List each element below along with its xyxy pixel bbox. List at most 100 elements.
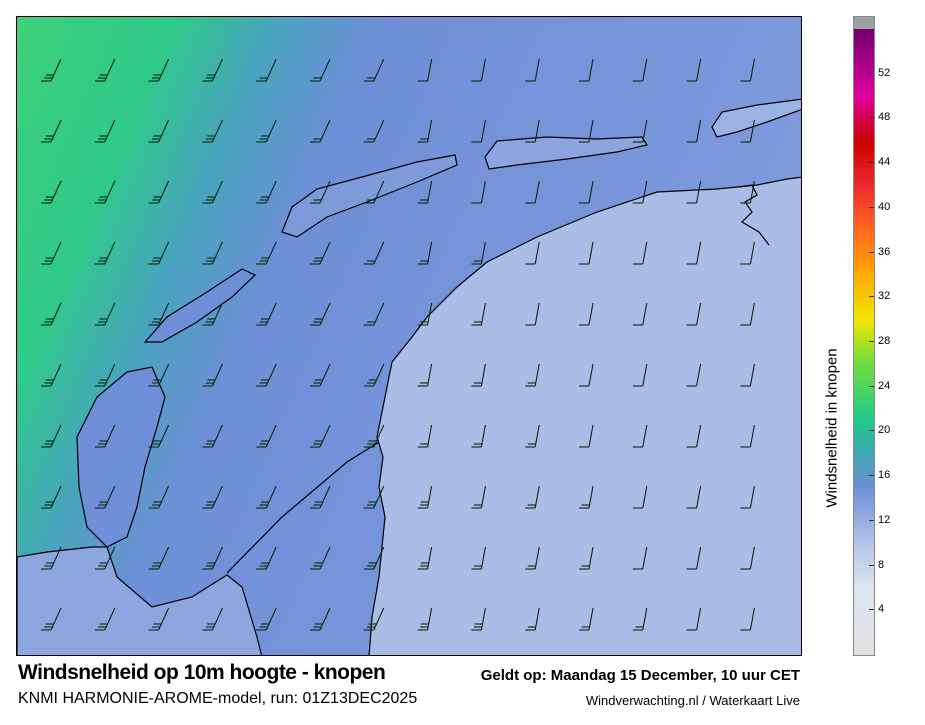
wind-barb [148, 607, 170, 631]
island-terschelling [281, 154, 458, 238]
wind-barb [363, 180, 385, 204]
wind-barb [632, 546, 648, 570]
island-schiermonnikoog [711, 98, 801, 138]
wind-barb [363, 485, 385, 509]
wind-barb [632, 180, 648, 204]
wind-barb [740, 119, 755, 143]
colorbar-label: Windsnelheid in knopen [823, 348, 841, 508]
wind-barb [579, 302, 594, 326]
wind-barb [94, 546, 116, 570]
tick-label: 36 [878, 245, 891, 258]
wind-barb [94, 180, 116, 204]
wind-barb [686, 546, 702, 570]
wind-barb [256, 424, 277, 448]
wind-barb [94, 363, 116, 387]
wind-barb [41, 424, 62, 448]
wind-barb [579, 363, 594, 387]
wind-barb [632, 119, 648, 143]
wind-barb [363, 546, 385, 570]
wind-barb [471, 58, 486, 82]
wind-barb [202, 241, 223, 265]
wind-barb [525, 363, 540, 387]
wind-barb [579, 119, 594, 143]
wind-barb [525, 58, 540, 82]
wind-barb [740, 302, 755, 326]
wind-barb [148, 485, 170, 509]
wind-barb [202, 58, 223, 82]
wind-barb [471, 119, 486, 143]
wind-barb [686, 363, 702, 387]
wind-barb [471, 607, 486, 631]
wind-barb [148, 546, 170, 570]
wind-barb [256, 546, 277, 570]
tick-label: 8 [878, 558, 885, 571]
wind-barb [94, 424, 116, 448]
tick-label: 28 [878, 335, 891, 347]
wind-barb [41, 58, 62, 82]
tick-label: 4 [878, 603, 885, 616]
wind-barb [579, 180, 594, 204]
wind-barb [740, 546, 755, 570]
colorbar [853, 16, 875, 656]
wind-barb [202, 546, 223, 570]
colorbar-tick: 24 [868, 380, 890, 392]
wind-barb [686, 241, 702, 265]
wind-barb [686, 119, 702, 143]
colorbar-tick: 4 [868, 603, 885, 616]
wind-barb [202, 424, 223, 448]
wind-barb [525, 119, 540, 143]
wind-barb [686, 58, 702, 82]
wind-barb [417, 424, 433, 448]
wind-barb [94, 607, 116, 631]
wind-barb [256, 180, 277, 204]
wind-barb [148, 180, 170, 204]
wind-barb [310, 546, 331, 570]
colorbar-tick: 20 [868, 424, 891, 437]
wind-barb [579, 546, 594, 570]
wind-barb [310, 607, 331, 631]
tick-label: 52 [878, 66, 891, 79]
wind-barb [471, 302, 486, 326]
wind-barb [471, 485, 486, 509]
wind-barbs [41, 58, 755, 631]
wind-barb [471, 180, 486, 204]
wind-barb [417, 546, 433, 570]
tick-label: 32 [878, 290, 891, 303]
island-vlieland [143, 268, 257, 343]
model-run: KNMI HARMONIE-AROME-model, run: 01Z13DEC… [18, 690, 418, 707]
wind-barb [256, 485, 277, 509]
wind-barb [256, 119, 277, 143]
wind-barb [41, 363, 62, 387]
wind-barb [579, 607, 594, 631]
wind-barb [632, 58, 648, 82]
wind-barb [202, 363, 223, 387]
wind-barb [632, 241, 648, 265]
wind-barb [740, 180, 755, 204]
wind-barb [471, 241, 486, 265]
wind-barb [632, 363, 648, 387]
wind-barb [310, 485, 331, 509]
wind-barb [148, 363, 170, 387]
wind-barb [686, 607, 702, 631]
wind-barb [310, 363, 331, 387]
tick-label: 20 [878, 424, 891, 437]
island-ameland [484, 136, 648, 170]
wind-barb [471, 546, 486, 570]
wind-barb [632, 485, 648, 509]
wind-barb [94, 119, 116, 143]
wind-barb [579, 58, 594, 82]
tick-label: 44 [878, 156, 891, 169]
wind-barb [256, 58, 277, 82]
wind-barb [202, 180, 223, 204]
wind-barb [686, 424, 702, 448]
colorbar-tick: 12 [868, 514, 890, 526]
wind-barb [202, 485, 223, 509]
wind-barb [363, 424, 385, 448]
colorbar-tick: 32 [868, 290, 891, 303]
wind-barb [202, 302, 223, 326]
wind-barb [740, 58, 755, 82]
wind-barb [525, 302, 540, 326]
wind-barb [41, 119, 62, 143]
wind-barb [256, 241, 277, 265]
colorbar-tick: 48 [868, 112, 890, 123]
